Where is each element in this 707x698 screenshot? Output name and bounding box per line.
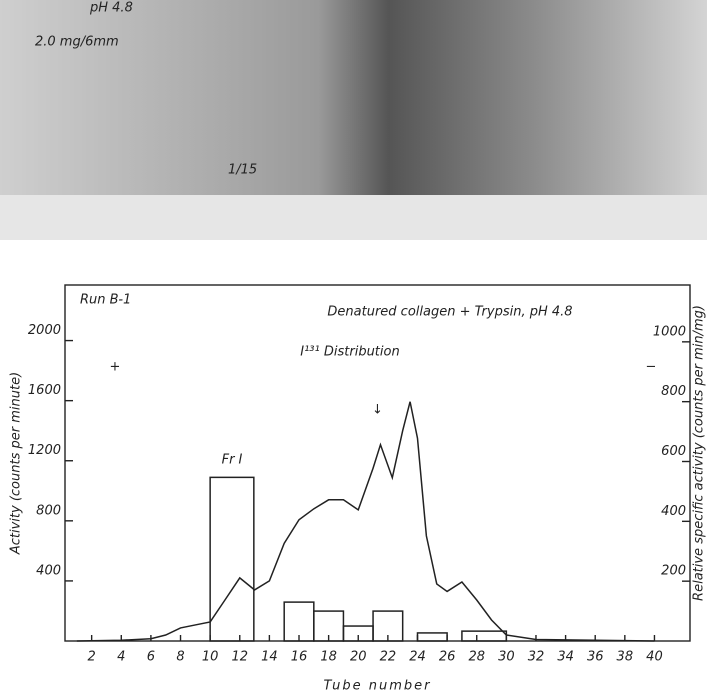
x-tick-label: 32 <box>528 650 545 665</box>
plot-frame <box>65 285 690 641</box>
x-tick-label: 38 <box>617 650 634 665</box>
chart-subtitle: I¹³¹ Distribution <box>300 345 399 360</box>
anode-sign: + <box>110 360 121 375</box>
y-tick-label: 1200 <box>28 443 61 458</box>
x-tick-label: 12 <box>231 650 248 665</box>
photo-label: pH 4.8 <box>89 1 133 16</box>
chart-title: Denatured collagen + Trypsin, pH 4.8 <box>327 305 572 320</box>
y2-tick-label: 600 <box>661 444 686 459</box>
peak-arrow: ↓ <box>372 403 383 418</box>
x-tick-label: 30 <box>498 650 515 665</box>
x-tick-label: 26 <box>439 650 456 665</box>
run-label: Run B-1 <box>80 293 131 308</box>
fraction-label: Fr I <box>222 453 243 468</box>
bar <box>417 633 447 641</box>
figure: pH 4.8 2.0 mg/6mm 1/15 24681012141618202… <box>0 0 707 698</box>
tube-strip <box>0 195 707 240</box>
y-tick-label: 1600 <box>28 383 61 398</box>
x-tick-label: 36 <box>587 650 604 665</box>
x-tick-label: 16 <box>291 650 308 665</box>
x-tick-label: 4 <box>117 650 125 665</box>
x-tick-label: 18 <box>320 650 337 665</box>
y2-tick-label: 200 <box>661 564 686 579</box>
x-tick-label: 14 <box>261 650 278 665</box>
x-tick-label: 2 <box>88 650 96 665</box>
x-tick-label: 28 <box>468 650 485 665</box>
y2-axis-label: Relative specific activity (counts per m… <box>692 305 707 601</box>
y2-tick-label: 800 <box>661 384 686 399</box>
x-tick-label: 22 <box>380 650 397 665</box>
y2-tick-label: 1000 <box>653 324 686 339</box>
x-tick-label: 8 <box>176 650 184 665</box>
x-tick-label: 6 <box>147 650 155 665</box>
x-tick-label: 34 <box>557 650 574 665</box>
x-tick-label: 10 <box>202 650 219 665</box>
y-tick-label: 400 <box>36 563 61 578</box>
y-tick-label: 2000 <box>28 323 61 338</box>
cathode-sign: − <box>646 360 657 375</box>
activity-line <box>77 402 655 641</box>
photo-label: 1/15 <box>228 163 257 178</box>
photo-label: 2.0 mg/6mm <box>35 35 119 50</box>
x-tick-label: 20 <box>350 650 367 665</box>
y2-tick-label: 400 <box>661 504 686 519</box>
bar <box>462 631 506 641</box>
x-tick-label: 40 <box>646 650 663 665</box>
photo: pH 4.8 2.0 mg/6mm 1/15 <box>0 0 707 240</box>
bar <box>210 477 254 641</box>
x-tick-label: 24 <box>409 650 426 665</box>
x-axis-label: Tube number <box>324 679 432 694</box>
y-axis-label: Activity (counts per minute) <box>9 372 24 555</box>
y-tick-label: 800 <box>36 503 61 518</box>
